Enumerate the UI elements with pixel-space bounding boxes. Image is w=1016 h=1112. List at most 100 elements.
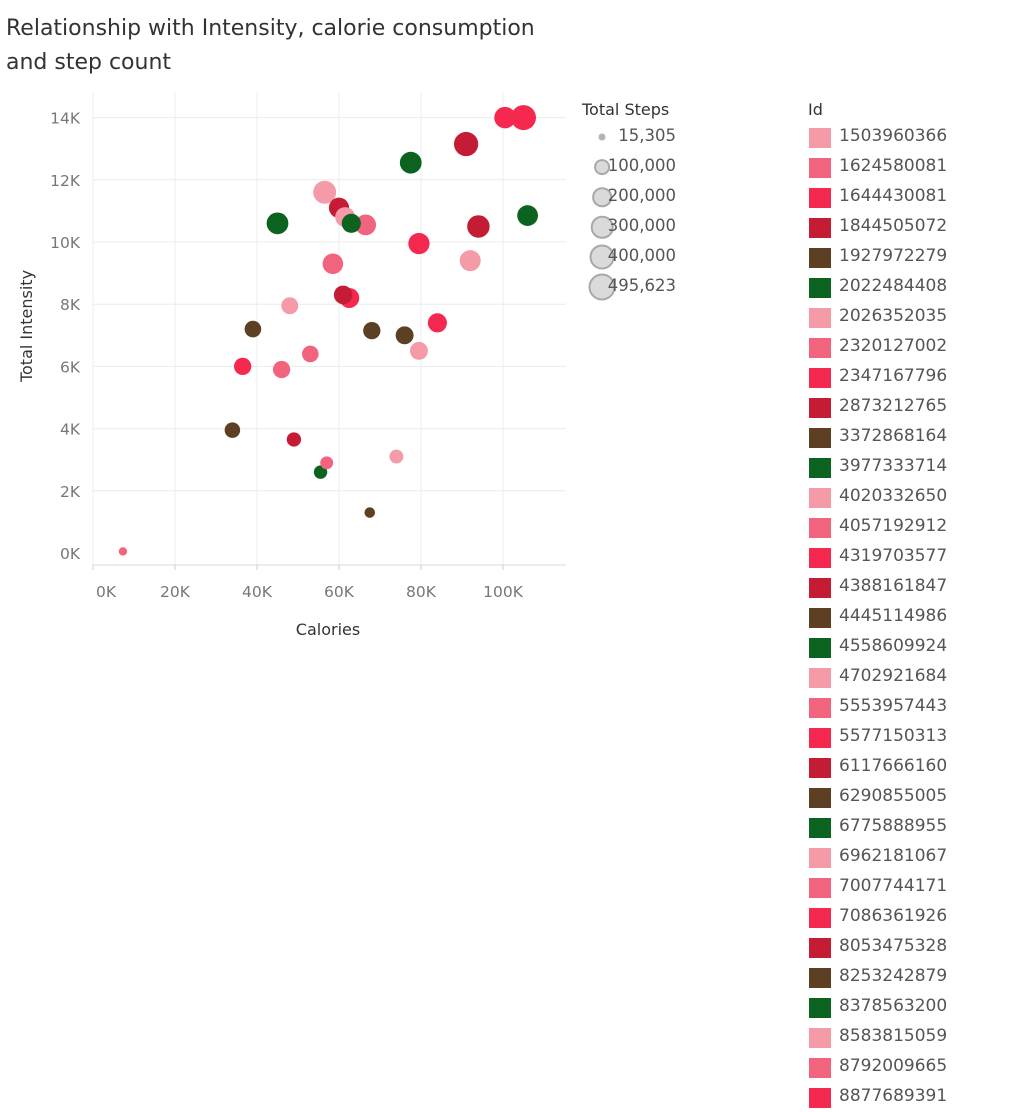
data-point bbox=[427, 313, 447, 333]
color-legend-label: 4319703577 bbox=[839, 546, 948, 566]
data-point bbox=[322, 253, 344, 275]
data-point bbox=[399, 151, 422, 174]
color-legend-item[interactable]: 3372868164 bbox=[808, 422, 1008, 452]
color-swatch bbox=[809, 338, 831, 358]
color-swatch bbox=[809, 728, 831, 748]
color-legend-item[interactable]: 8378563200 bbox=[808, 992, 1008, 1022]
color-legend-title: Id bbox=[808, 100, 823, 119]
color-swatch bbox=[809, 368, 831, 388]
color-legend-item[interactable]: 2320127002 bbox=[808, 332, 1008, 362]
size-legend-circle bbox=[590, 215, 614, 239]
size-legend-label: 400,000 bbox=[607, 246, 676, 265]
color-legend-item[interactable]: 4702921684 bbox=[808, 662, 1008, 692]
color-swatch bbox=[809, 488, 831, 508]
size-legend-circle bbox=[589, 244, 615, 270]
size-legend-item: 200,000 bbox=[582, 182, 722, 212]
data-point bbox=[408, 232, 430, 255]
y-tick-label: 4K bbox=[60, 421, 81, 439]
color-legend-item[interactable]: 1503960366 bbox=[808, 122, 1008, 152]
data-point bbox=[333, 285, 353, 305]
color-swatch bbox=[809, 908, 831, 928]
size-legend-label: 300,000 bbox=[607, 216, 676, 235]
data-points bbox=[118, 105, 538, 556]
y-tick-label: 2K bbox=[60, 483, 81, 501]
color-swatch bbox=[809, 128, 831, 148]
color-swatch bbox=[809, 668, 831, 688]
x-tick-label: 100K bbox=[483, 583, 524, 601]
color-legend-label: 8583815059 bbox=[839, 1026, 948, 1046]
color-legend-label: 1927972279 bbox=[839, 246, 948, 266]
color-legend-label: 3372868164 bbox=[839, 426, 948, 446]
color-legend-item[interactable]: 8053475328 bbox=[808, 932, 1008, 962]
color-legend-item[interactable]: 4319703577 bbox=[808, 542, 1008, 572]
color-legend-item[interactable]: 6290855005 bbox=[808, 782, 1008, 812]
y-tick-label: 10K bbox=[50, 234, 81, 252]
x-tick-label: 0K bbox=[96, 583, 117, 601]
color-legend-item[interactable]: 6962181067 bbox=[808, 842, 1008, 872]
color-legend-item[interactable]: 7007744171 bbox=[808, 872, 1008, 902]
color-legend-item[interactable]: 8253242879 bbox=[808, 962, 1008, 992]
data-point bbox=[453, 131, 479, 157]
color-legend-item[interactable]: 4558609924 bbox=[808, 632, 1008, 662]
color-legend-label: 2026352035 bbox=[839, 306, 948, 326]
color-swatch bbox=[809, 608, 831, 628]
color-legend-item[interactable]: 2873212765 bbox=[808, 392, 1008, 422]
color-legend-item[interactable]: 5577150313 bbox=[808, 722, 1008, 752]
color-legend-label: 1503960366 bbox=[839, 126, 948, 146]
y-tick-label: 6K bbox=[60, 358, 81, 376]
color-legend-label: 3977333714 bbox=[839, 456, 948, 476]
color-legend-item[interactable]: 2026352035 bbox=[808, 302, 1008, 332]
color-legend-label: 4445114986 bbox=[839, 606, 948, 626]
data-point bbox=[341, 213, 361, 233]
color-legend-item[interactable]: 2022484408 bbox=[808, 272, 1008, 302]
data-point bbox=[286, 432, 302, 447]
color-legend-item[interactable]: 1624580081 bbox=[808, 152, 1008, 182]
color-swatch bbox=[809, 308, 831, 328]
data-point bbox=[409, 341, 428, 360]
color-swatch bbox=[809, 968, 831, 988]
color-legend-label: 8877689391 bbox=[839, 1086, 948, 1106]
size-legend-item: 400,000 bbox=[582, 242, 722, 272]
color-legend-item[interactable]: 2347167796 bbox=[808, 362, 1008, 392]
color-legend-label: 7086361926 bbox=[839, 906, 948, 926]
color-swatch bbox=[809, 548, 831, 568]
data-point bbox=[395, 326, 414, 345]
color-legend-label: 5577150313 bbox=[839, 726, 948, 746]
size-legend-circle bbox=[588, 273, 616, 301]
color-legend-item[interactable]: 8877689391 bbox=[808, 1082, 1008, 1112]
data-point bbox=[301, 345, 319, 363]
color-legend-item[interactable]: 8792009665 bbox=[808, 1052, 1008, 1082]
color-legend-item[interactable]: 8583815059 bbox=[808, 1022, 1008, 1052]
color-legend-item[interactable]: 3977333714 bbox=[808, 452, 1008, 482]
color-legend-item[interactable]: 4388161847 bbox=[808, 572, 1008, 602]
color-swatch bbox=[809, 848, 831, 868]
color-legend-label: 2873212765 bbox=[839, 396, 948, 416]
color-swatch bbox=[809, 218, 831, 238]
color-swatch bbox=[809, 1058, 831, 1078]
color-legend-item[interactable]: 6775888955 bbox=[808, 812, 1008, 842]
size-legend-circle bbox=[598, 133, 606, 141]
color-legend-label: 2022484408 bbox=[839, 276, 948, 296]
color-legend-label: 4702921684 bbox=[839, 666, 948, 686]
color-legend-label: 8053475328 bbox=[839, 936, 948, 956]
data-point bbox=[313, 180, 337, 204]
data-point bbox=[363, 321, 381, 340]
data-point bbox=[389, 449, 404, 464]
color-legend-item[interactable]: 1927972279 bbox=[808, 242, 1008, 272]
x-tick-label: 60K bbox=[324, 583, 355, 601]
data-point bbox=[467, 215, 490, 238]
color-legend-item[interactable]: 1644430081 bbox=[808, 182, 1008, 212]
y-tick-label: 14K bbox=[50, 110, 81, 128]
data-point bbox=[313, 465, 328, 479]
size-legend: Total Steps 15,305 100,000 200,000 300,000 4… bbox=[582, 98, 722, 302]
color-legend-item[interactable]: 6117666160 bbox=[808, 752, 1008, 782]
color-legend-item[interactable]: 4057192912 bbox=[808, 512, 1008, 542]
color-legend-item[interactable]: 5553957443 bbox=[808, 692, 1008, 722]
color-legend-item[interactable]: 4020332650 bbox=[808, 482, 1008, 512]
color-swatch bbox=[809, 458, 831, 478]
data-point bbox=[511, 105, 536, 131]
color-legend-label: 6962181067 bbox=[839, 846, 948, 866]
color-legend-item[interactable]: 1844505072 bbox=[808, 212, 1008, 242]
color-legend-item[interactable]: 4445114986 bbox=[808, 602, 1008, 632]
color-legend-item[interactable]: 7086361926 bbox=[808, 902, 1008, 932]
